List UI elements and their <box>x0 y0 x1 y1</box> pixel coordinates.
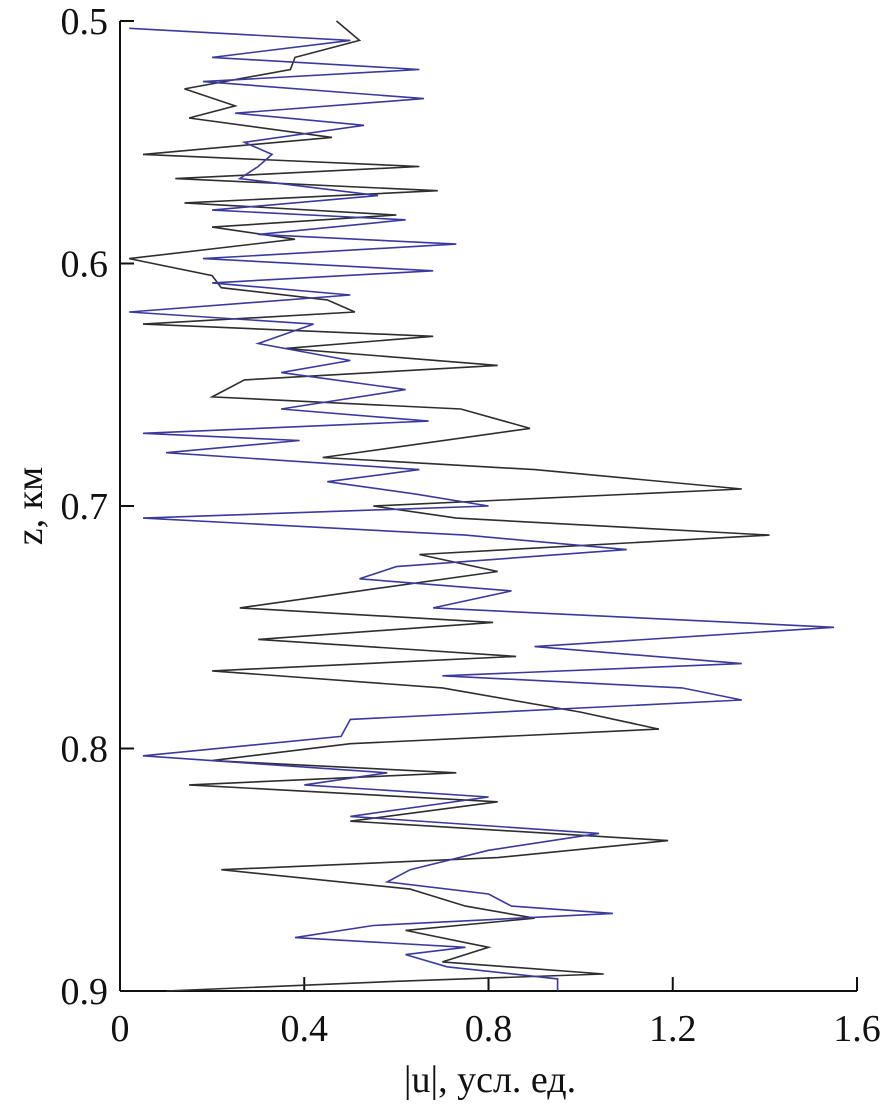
y-tick-label: 0.7 <box>61 486 109 528</box>
y-tick-label: 0.9 <box>61 971 109 1013</box>
y-tick-label: 0.8 <box>61 729 109 771</box>
x-tick-label: 1.2 <box>649 1008 697 1050</box>
data-line <box>129 20 770 992</box>
x-tick-label: 0.8 <box>465 1008 513 1050</box>
y-axis-label: z, км <box>9 467 51 545</box>
y-tick-label: 0.6 <box>61 244 109 286</box>
y-tick-label: 0.5 <box>61 1 109 43</box>
x-tick-label: 1.6 <box>833 1008 881 1050</box>
x-tick-label: 0.4 <box>281 1008 329 1050</box>
x-tick-label: 0 <box>111 1008 130 1050</box>
data-line <box>129 27 835 991</box>
x-axis-label: |u|, усл. ед. <box>404 1059 576 1101</box>
